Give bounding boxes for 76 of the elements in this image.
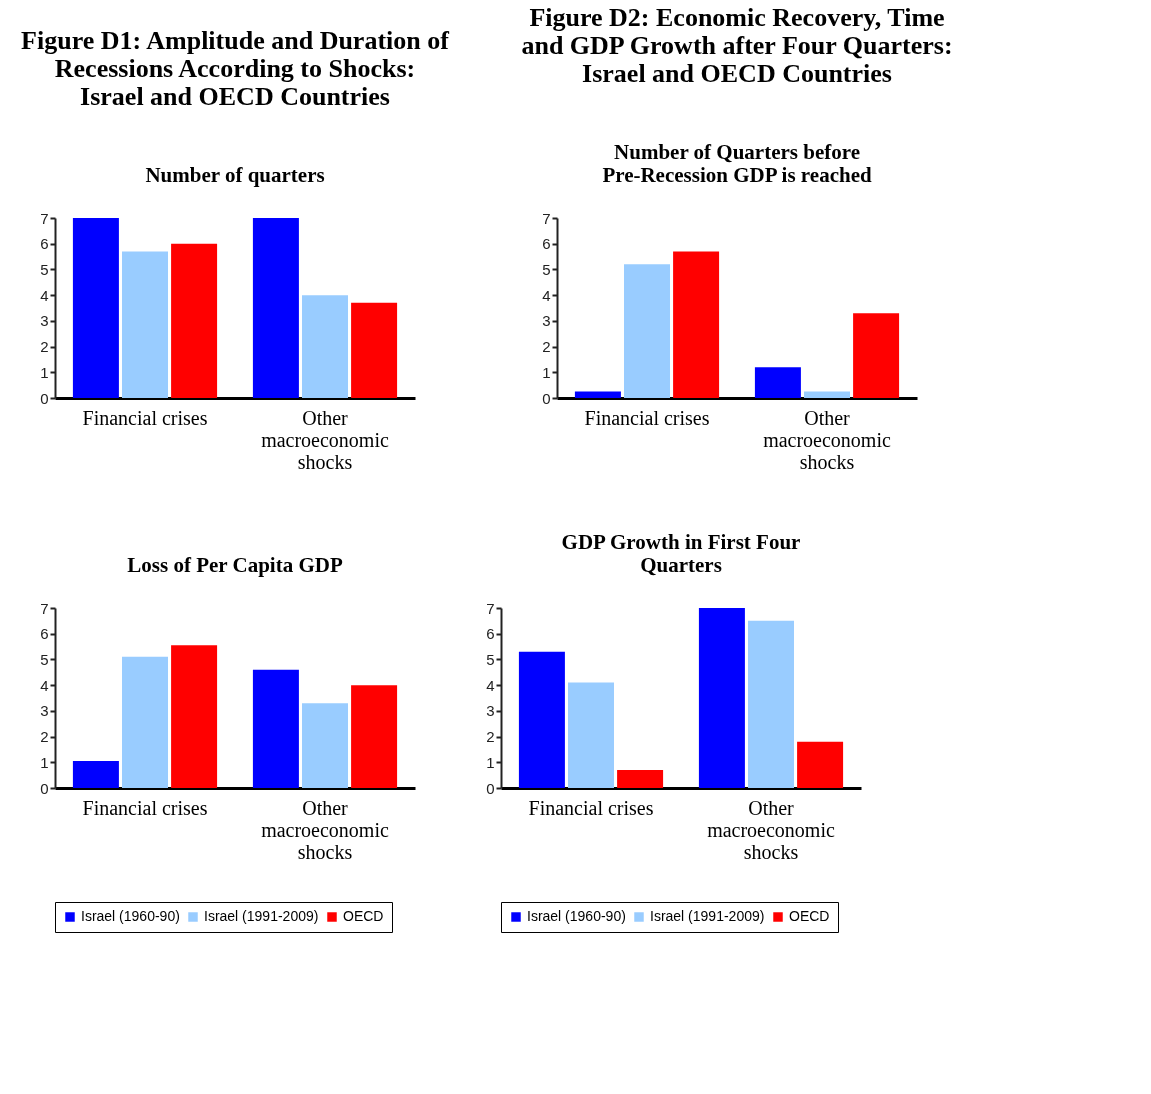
y-tick-label: 0 (40, 389, 49, 407)
y-tick-label: 5 (542, 260, 551, 278)
y-tick-label: 2 (542, 338, 551, 356)
y-tick-label: 0 (40, 779, 49, 797)
y-tick-label: 2 (40, 338, 49, 356)
x-tick-label: Other macroeconomic shocks (763, 406, 891, 473)
bar (252, 218, 299, 398)
bar (673, 251, 720, 398)
bar (617, 770, 664, 788)
y-tick-label: 7 (542, 209, 551, 227)
bar (302, 295, 348, 398)
y-tick-label: 6 (40, 235, 49, 253)
y-tick-label: 4 (486, 676, 495, 694)
bar (351, 302, 398, 398)
bar (698, 608, 745, 788)
bar (804, 391, 850, 398)
y-tick-label: 3 (40, 312, 49, 330)
y-tick-label: 6 (40, 625, 49, 643)
y-tick-label: 1 (542, 363, 551, 381)
bar (574, 391, 621, 398)
x-tick-label: Financial crises (82, 406, 208, 429)
bar (351, 685, 398, 788)
x-tick-label: Other macroeconomic shocks (261, 406, 389, 473)
y-tick-label: 6 (542, 235, 551, 253)
bar (568, 682, 614, 788)
chart-title: Number of quarters (145, 163, 325, 187)
y-tick-label: 5 (40, 260, 49, 278)
x-tick-label: Other macroeconomic shocks (261, 796, 389, 863)
bar (72, 761, 119, 788)
bar (624, 264, 670, 398)
caption: Figure D2: Economic Recovery, Time and GDP Growth after Four Quarters: Israel and OECD Countries (521, 3, 953, 88)
y-tick-label: 4 (40, 676, 49, 694)
x-tick-label: Financial crises (528, 796, 654, 819)
chart-title: GDP Growth in First Four Quarters (561, 530, 801, 577)
y-tick-label: 5 (486, 650, 495, 668)
bar (797, 741, 844, 788)
y-tick-label: 0 (486, 779, 495, 797)
bar (748, 620, 794, 788)
y-tick-label: 3 (486, 702, 495, 720)
bar (171, 243, 218, 398)
y-tick-label: 5 (40, 650, 49, 668)
y-tick-label: 2 (486, 728, 495, 746)
caption: Figure D1: Amplitude and Duration of Recessions According to Shocks: Israel and OECD Countries (21, 26, 450, 111)
legend-label: Israel (1960-90) (81, 908, 180, 924)
legend-label: Israel (1960-90) (527, 908, 626, 924)
bar (518, 651, 565, 788)
x-tick-label: Financial crises (584, 406, 710, 429)
y-tick-label: 3 (40, 702, 49, 720)
y-tick-label: 7 (40, 599, 49, 617)
bar (122, 251, 168, 398)
x-tick-label: Financial crises (82, 796, 208, 819)
y-tick-label: 0 (542, 389, 551, 407)
chart-title: Number of Quarters before Pre-Recession GDP is reached (602, 140, 872, 187)
bar (171, 645, 218, 788)
bar (853, 313, 900, 398)
y-tick-label: 7 (40, 209, 49, 227)
y-tick-label: 2 (40, 728, 49, 746)
y-tick-label: 7 (486, 599, 495, 617)
legend-label: Israel (1991-2009) (650, 908, 765, 924)
chart-title: Loss of Per Capita GDP (127, 553, 343, 577)
legend-label: Israel (1991-2009) (204, 908, 319, 924)
y-tick-label: 3 (542, 312, 551, 330)
y-tick-label: 6 (486, 625, 495, 643)
y-tick-label: 1 (40, 363, 49, 381)
x-tick-label: Other macroeconomic shocks (707, 796, 835, 863)
bar (252, 669, 299, 788)
bar (122, 656, 168, 788)
bar (754, 367, 801, 398)
y-tick-label: 1 (486, 753, 495, 771)
y-tick-label: 1 (40, 753, 49, 771)
legend-label: OECD (343, 908, 384, 924)
bar (302, 703, 348, 788)
legend-label: OECD (789, 908, 830, 924)
y-tick-label: 4 (542, 286, 551, 304)
y-tick-label: 4 (40, 286, 49, 304)
bar (72, 218, 119, 398)
